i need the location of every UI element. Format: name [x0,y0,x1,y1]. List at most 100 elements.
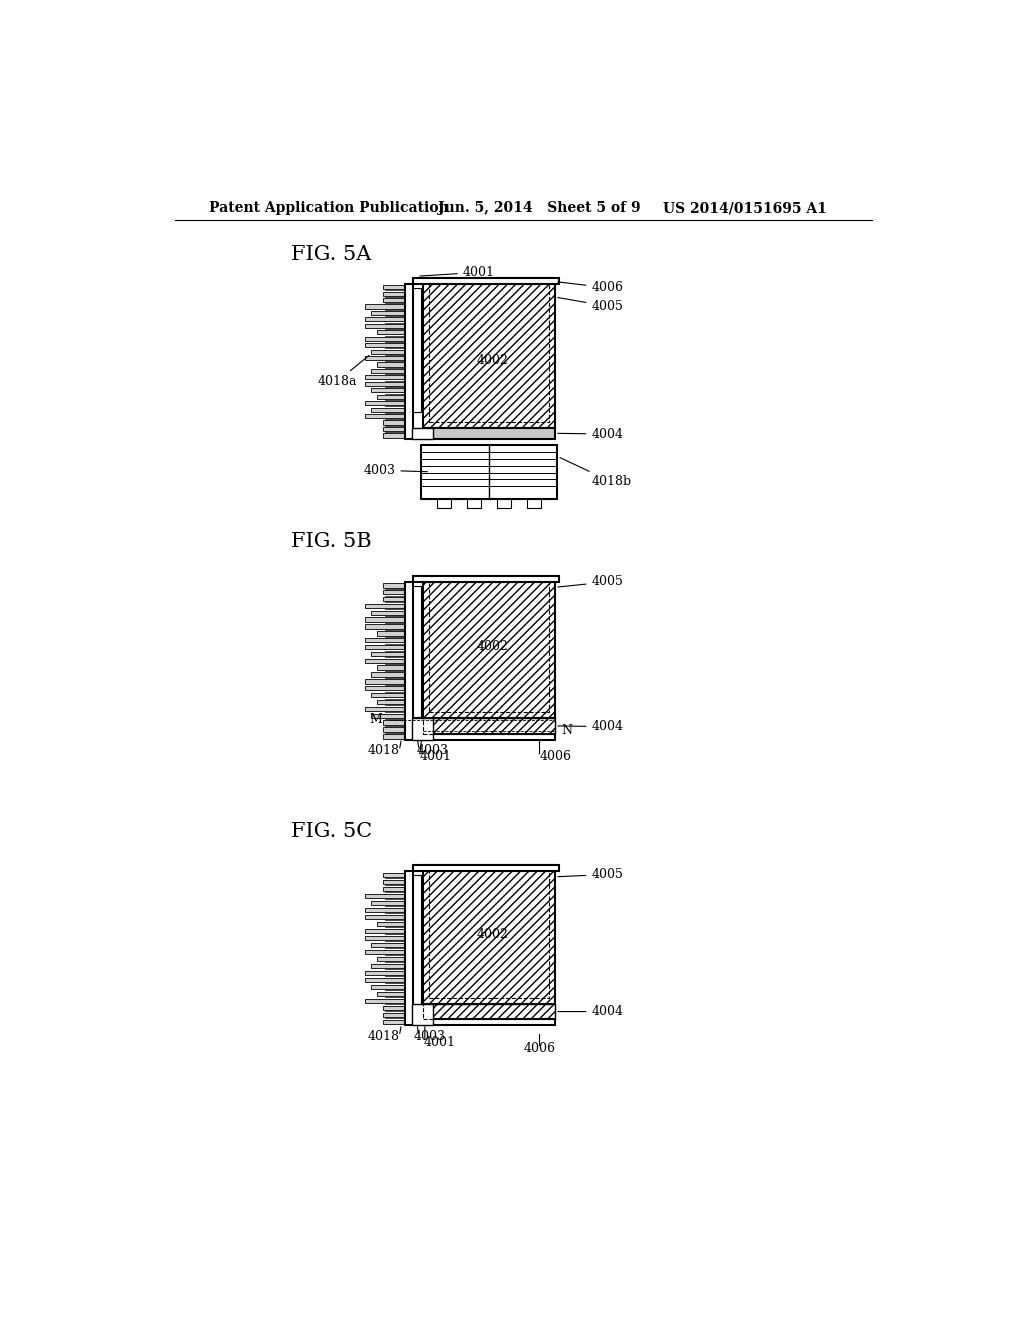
Bar [423,718,555,734]
Bar [377,991,406,997]
Text: 4001: 4001 [420,265,495,279]
Bar [377,395,406,399]
Bar [406,582,414,739]
Bar [377,700,406,704]
Text: 4004: 4004 [558,1005,624,1018]
Text: 4005: 4005 [558,297,624,313]
Bar [412,428,432,438]
Polygon shape [437,499,451,508]
Bar [414,866,559,871]
Bar [423,1003,555,1019]
Text: 4002: 4002 [477,640,509,653]
Text: 4004: 4004 [558,428,624,441]
Bar [377,665,406,669]
Bar [366,908,406,912]
Bar [406,284,414,438]
Bar [377,363,406,367]
Bar [366,970,406,975]
Bar [366,381,406,385]
Bar [421,445,557,499]
Bar [371,652,406,656]
Bar [366,343,406,347]
Text: 4003: 4003 [414,1030,445,1043]
Bar [366,659,406,663]
Bar [371,693,406,697]
Text: 4006: 4006 [558,281,624,294]
Text: 4018b: 4018b [560,458,632,488]
Text: 4002: 4002 [477,354,509,367]
Bar [383,1012,406,1018]
Bar [383,597,406,601]
Bar [366,638,406,643]
Bar [423,428,555,438]
Bar [414,277,559,284]
Bar [366,645,406,649]
Text: 4006: 4006 [540,750,571,763]
Bar [429,871,549,998]
Bar [383,727,406,731]
Text: 4004: 4004 [558,721,624,733]
Text: 4006: 4006 [523,1041,556,1055]
Text: FIG. 5A: FIG. 5A [291,246,371,264]
Bar [383,1006,406,1010]
Bar [366,978,406,982]
Bar [383,421,406,425]
Bar [371,964,406,968]
Bar [366,999,406,1003]
Bar [371,312,406,315]
Text: FIG. 5C: FIG. 5C [291,822,372,841]
Bar [371,408,406,412]
Bar [366,936,406,940]
Bar [383,292,406,296]
Bar [366,317,406,322]
Text: Jun. 5, 2014   Sheet 5 of 9: Jun. 5, 2014 Sheet 5 of 9 [438,202,641,215]
Bar [377,921,406,927]
Bar [406,871,414,1026]
Bar [377,330,406,334]
Bar [371,350,406,354]
Bar [423,866,555,1003]
Bar [371,942,406,948]
Bar [383,879,406,884]
Bar [366,323,406,327]
Text: 4002: 4002 [477,928,509,941]
Polygon shape [527,499,542,508]
Bar [412,718,432,739]
Bar [429,284,549,422]
Bar [383,285,406,289]
Bar [371,900,406,906]
Text: Patent Application Publication: Patent Application Publication [209,202,449,215]
Bar [423,277,555,428]
Polygon shape [467,499,481,508]
Bar [366,686,406,690]
Bar [366,624,406,628]
Bar [429,582,549,711]
Bar [366,356,406,360]
Bar [377,957,406,961]
Text: N: N [561,723,572,737]
Bar [366,305,406,309]
Bar [414,576,559,582]
Bar [383,583,406,587]
Bar [383,426,406,432]
Bar [371,368,406,374]
Bar [366,401,406,405]
Text: 4003: 4003 [364,463,427,477]
Text: 4018: 4018 [368,744,399,758]
Bar [383,590,406,594]
Text: 4018: 4018 [368,1030,399,1043]
Bar [366,929,406,933]
Bar [423,1003,555,1019]
Bar [371,672,406,677]
Bar [366,680,406,684]
Text: M: M [370,713,382,726]
Text: 4001: 4001 [420,750,452,763]
Bar [383,1019,406,1024]
Bar [383,873,406,878]
Bar [371,388,406,392]
Bar [383,298,406,302]
Bar [366,375,406,379]
Text: 4003: 4003 [417,744,450,758]
Bar [383,721,406,725]
Text: 4005: 4005 [558,576,624,589]
